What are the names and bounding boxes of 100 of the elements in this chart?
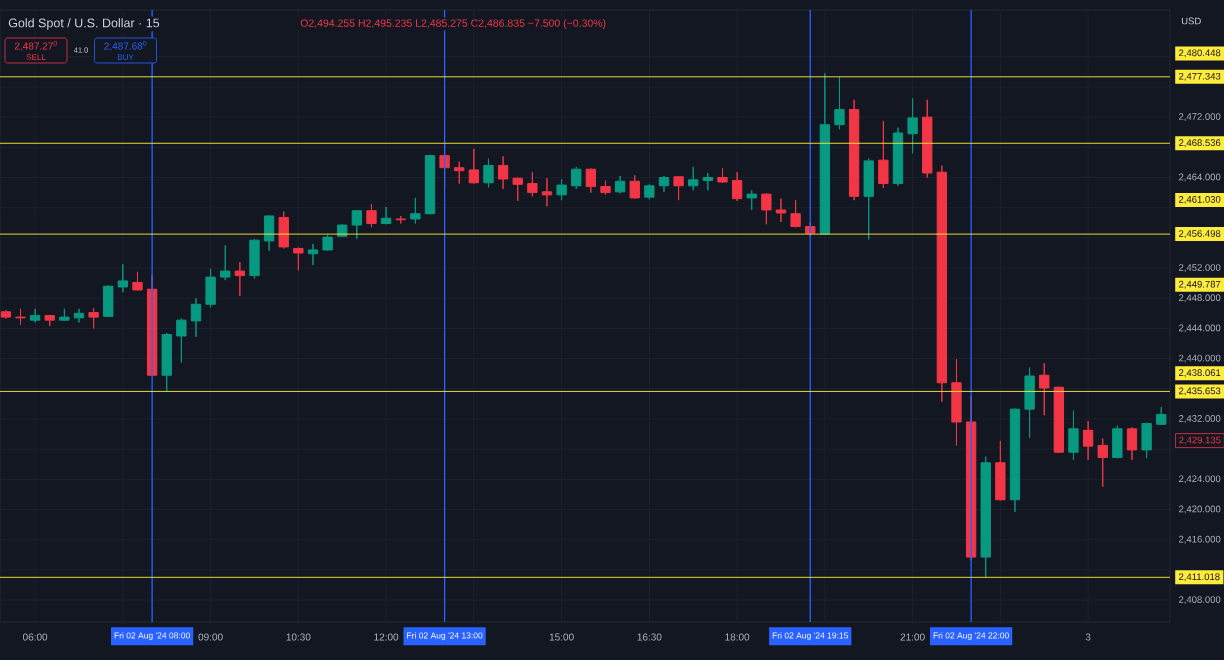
candlestick xyxy=(307,243,319,266)
candlestick xyxy=(556,178,567,201)
candlestick xyxy=(892,127,904,187)
ref-line-label: 2,468.536 xyxy=(1179,139,1221,148)
x-tick-label: 06:00 xyxy=(22,633,48,641)
candlestick xyxy=(600,180,611,196)
x-tick-label: 09:00 xyxy=(198,633,223,641)
candlestick xyxy=(483,158,494,188)
candlestick xyxy=(249,238,260,280)
y-tick-label: 2,464.000 xyxy=(1179,173,1221,182)
y-axis-title: USD xyxy=(1181,17,1201,25)
candlestick xyxy=(220,244,231,281)
candlestick xyxy=(936,164,948,403)
candlestick xyxy=(29,308,41,323)
y-tick-label: 2,420.000 xyxy=(1179,505,1221,514)
candlestick xyxy=(922,99,933,179)
candlestick xyxy=(790,199,801,228)
ref-line-label: Fri 02 Aug '24 08:00 xyxy=(114,632,190,641)
candlestick xyxy=(951,358,962,446)
candlestick xyxy=(15,308,26,326)
x-tick-label: 18:00 xyxy=(725,633,750,641)
candlestick xyxy=(1097,438,1108,488)
candlestick xyxy=(658,175,670,193)
candlestick xyxy=(366,203,377,228)
text: Gold Spot / U.S. Dollar · 15 xyxy=(8,18,160,30)
candlestick xyxy=(103,284,114,318)
candlestick xyxy=(380,206,392,225)
x-tick-label: 3 xyxy=(1085,633,1091,641)
candlestick xyxy=(848,99,860,201)
candlestick xyxy=(454,161,465,185)
text: O2,494.255 H2,495.235 L2,485.275 C2,486.835 −7.500 (−0.30%) xyxy=(300,19,606,29)
candlestick xyxy=(717,167,728,184)
y-tick-label: 2,424.000 xyxy=(1179,475,1221,484)
candlestick xyxy=(59,308,70,322)
ref-line-label: Fri 02 Aug '24 22:00 xyxy=(933,632,1009,641)
candlestick xyxy=(322,234,333,252)
candlestick xyxy=(1141,422,1152,459)
candlestick xyxy=(161,332,172,392)
candlestick xyxy=(190,297,202,338)
candlestick xyxy=(629,174,640,200)
candlestick xyxy=(585,167,597,194)
candlestick xyxy=(497,155,509,190)
candlestick xyxy=(673,175,684,201)
candlestick xyxy=(293,247,304,271)
ref-line-label: 2,456.498 xyxy=(1179,230,1221,239)
candlestick xyxy=(73,308,85,323)
candlestick xyxy=(1024,367,1035,439)
y-tick-label: 2,440.000 xyxy=(1179,354,1221,363)
y-tick-label: 2,480.448 xyxy=(1179,49,1221,58)
candlestick xyxy=(614,175,626,194)
candlestick xyxy=(775,198,787,223)
candlestick xyxy=(1039,362,1050,416)
candlestick xyxy=(468,148,480,185)
y-tick-label: 2,461.030 xyxy=(1179,195,1221,204)
candlestick xyxy=(234,261,246,297)
candlestick xyxy=(351,209,363,240)
candlestick xyxy=(980,456,991,578)
candlestick xyxy=(512,177,523,202)
candlestick xyxy=(132,271,143,292)
y-tick-label: 2,449.787 xyxy=(1179,280,1221,289)
y-tick-label: 2,444.000 xyxy=(1179,324,1221,333)
candlestick xyxy=(395,215,406,225)
candlestick xyxy=(88,307,99,329)
x-tick-label: 12:00 xyxy=(374,633,399,641)
ref-line-label: 2,411.018 xyxy=(1179,573,1220,582)
x-tick-label: 16:30 xyxy=(637,633,662,641)
y-tick-label: 2,452.000 xyxy=(1179,264,1221,272)
candlestick xyxy=(907,97,918,154)
candlestick xyxy=(995,440,1006,501)
y-tick-label: 2,429.135 xyxy=(1179,436,1221,445)
candlestick xyxy=(571,166,582,190)
ref-line-label: 2,435.653 xyxy=(1179,387,1221,396)
candlestick xyxy=(1156,406,1167,426)
ref-line-label: Fri 02 Aug '24 13:00 xyxy=(407,632,483,641)
candlestick xyxy=(863,158,874,240)
ref-line-label: 2,477.343 xyxy=(1179,72,1221,81)
candlestick xyxy=(263,214,275,252)
candlestick xyxy=(44,314,55,327)
y-tick-label: 2,432.000 xyxy=(1179,415,1221,423)
y-tick-label: 2,416.000 xyxy=(1179,535,1221,544)
candlestick xyxy=(819,72,831,236)
candlestick xyxy=(644,183,655,200)
candlestick xyxy=(278,210,289,249)
candlestick xyxy=(702,172,714,191)
y-tick-label: 2,438.061 xyxy=(1179,369,1221,378)
annotation: SELL xyxy=(26,54,46,61)
candlestick xyxy=(541,177,553,207)
candlestick xyxy=(878,120,889,189)
candlestick xyxy=(834,76,845,130)
candlestick xyxy=(117,263,129,293)
candlestick xyxy=(1068,410,1079,461)
candlestick xyxy=(1112,425,1123,459)
y-tick-label: 2,472.000 xyxy=(1179,113,1221,122)
y-tick-label: 2,408.000 xyxy=(1179,596,1221,605)
annotation: 2,487.68$^{0}$ xyxy=(104,40,147,51)
ref-line-label: Fri 02 Aug '24 19:15 xyxy=(772,632,849,641)
candlestick xyxy=(424,154,436,215)
candlestick xyxy=(1053,386,1065,454)
candlestick xyxy=(688,166,699,191)
candlestick xyxy=(1082,420,1094,461)
